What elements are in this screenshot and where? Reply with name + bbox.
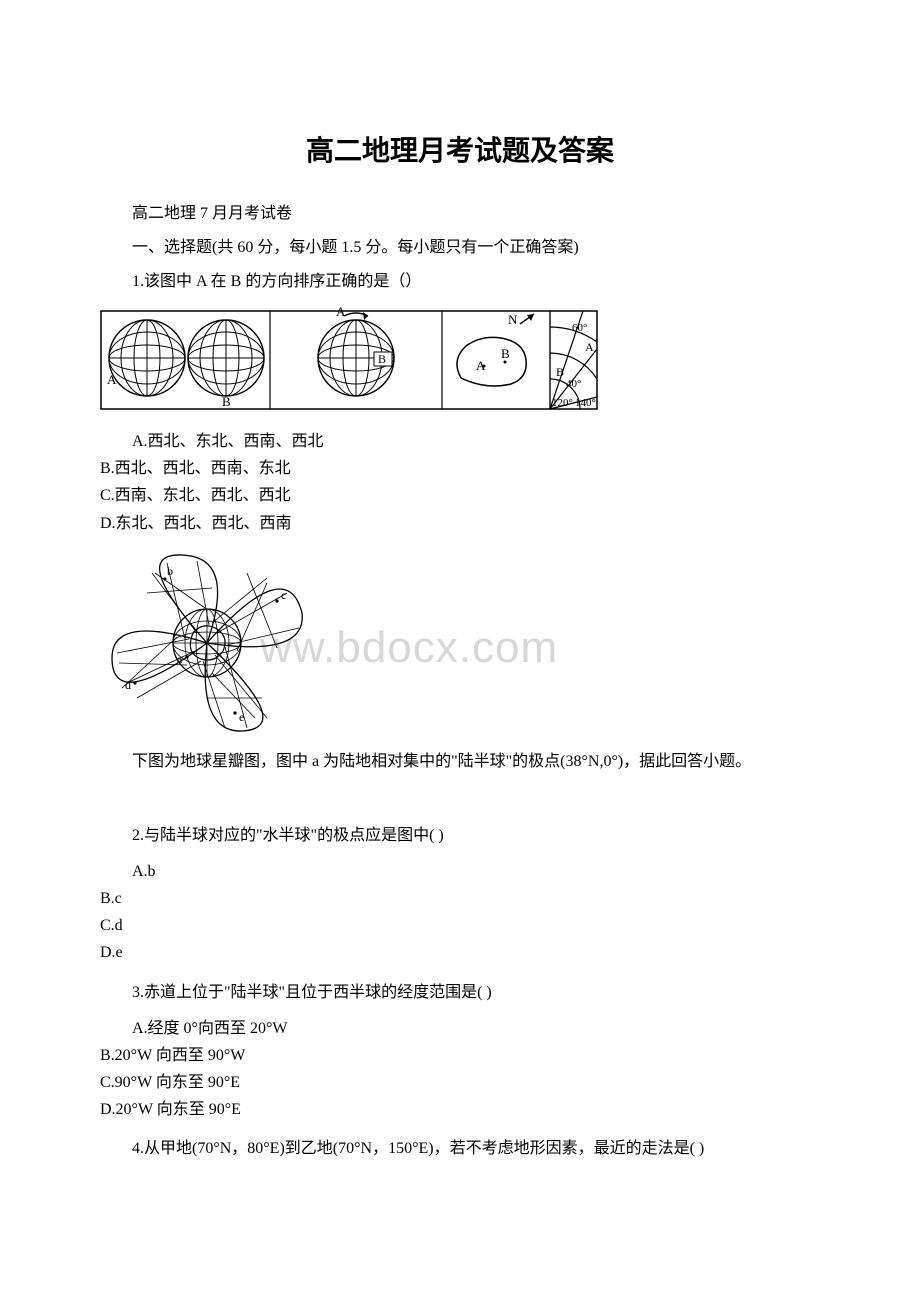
q2-stem: 2.与陆半球对应的"水半球"的极点应是图中( ) xyxy=(100,824,820,848)
figure-2: a b c d e xyxy=(100,551,820,736)
document-content: 高二地理月考试题及答案 高二地理 7 月月考试卷 一、选择题(共 60 分，每小… xyxy=(100,130,820,1161)
svg-text:60°: 60° xyxy=(572,322,587,334)
q1-option-b: B.西北、西北、西南、东北 xyxy=(100,455,820,482)
panel-4: A B 40° 60° 120° 140° xyxy=(550,311,597,409)
q2-option-d: D.e xyxy=(100,939,820,966)
q3-option-c: C.90°W 向东至 90°E xyxy=(100,1069,820,1096)
q2-options: A.b B.c C.d D.e xyxy=(100,858,820,967)
page-title: 高二地理月考试题及答案 xyxy=(100,130,820,172)
section-heading-1: 一、选择题(共 60 分，每小题 1.5 分。每小题只有一个正确答案) xyxy=(100,236,820,260)
figure-1: A B xyxy=(100,306,820,414)
svg-text:B: B xyxy=(501,346,510,361)
q1-stem: 1.该图中 A 在 B 的方向排序正确的是（） xyxy=(100,270,820,294)
svg-text:B: B xyxy=(556,365,564,379)
svg-text:A: A xyxy=(336,306,346,319)
svg-text:e: e xyxy=(239,710,244,724)
svg-text:40°: 40° xyxy=(566,378,581,390)
panel-2: A B xyxy=(318,306,394,396)
q1-option-a: A.西北、东北、西南、西北 xyxy=(100,428,820,455)
svg-text:A: A xyxy=(107,372,117,387)
figure-1-svg: A B xyxy=(100,306,598,414)
q3-option-b: B.20°W 向西至 90°W xyxy=(100,1042,820,1069)
q2-option-c: C.d xyxy=(100,912,820,939)
q2-option-a: A.b xyxy=(100,858,820,885)
svg-text:120°: 120° xyxy=(552,397,573,409)
svg-text:B: B xyxy=(378,352,386,366)
q4-stem: 4.从甲地(70°N，80°E)到乙地(70°N，150°E)，若不考虑地形因素… xyxy=(100,1137,820,1161)
svg-text:N: N xyxy=(508,312,518,327)
svg-text:b: b xyxy=(167,564,173,578)
svg-text:d: d xyxy=(125,678,131,692)
svg-text:c: c xyxy=(281,588,286,602)
q3-options: A.经度 0°向西至 20°W B.20°W 向西至 90°W C.90°W 向… xyxy=(100,1015,820,1124)
subtitle: 高二地理 7 月月考试卷 xyxy=(100,202,820,226)
q1-options: A.西北、东北、西南、西北 B.西北、西北、西南、东北 C.西南、东北、西北、西… xyxy=(100,428,820,537)
svg-text:B: B xyxy=(222,394,231,409)
q3-option-d: D.20°W 向东至 90°E xyxy=(100,1096,820,1123)
figure-2-svg: a b c d e xyxy=(100,551,315,736)
panel-3: A B N xyxy=(457,312,534,386)
svg-text:A: A xyxy=(585,340,594,354)
panel-1: A B xyxy=(107,320,264,409)
svg-text:a: a xyxy=(177,652,183,666)
passage-2: 下图为地球星瓣图，图中 a 为陆地相对集中的"陆半球"的极点(38°N,0°)，… xyxy=(100,750,820,774)
svg-text:140°: 140° xyxy=(575,397,596,409)
q3-stem: 3.赤道上位于"陆半球"且位于西半球的经度范围是( ) xyxy=(100,981,820,1005)
q3-option-a: A.经度 0°向西至 20°W xyxy=(100,1015,820,1042)
q1-option-c: C.西南、东北、西北、西北 xyxy=(100,482,820,509)
q1-option-d: D.东北、西北、西北、西南 xyxy=(100,510,820,537)
q2-option-b: B.c xyxy=(100,885,820,912)
